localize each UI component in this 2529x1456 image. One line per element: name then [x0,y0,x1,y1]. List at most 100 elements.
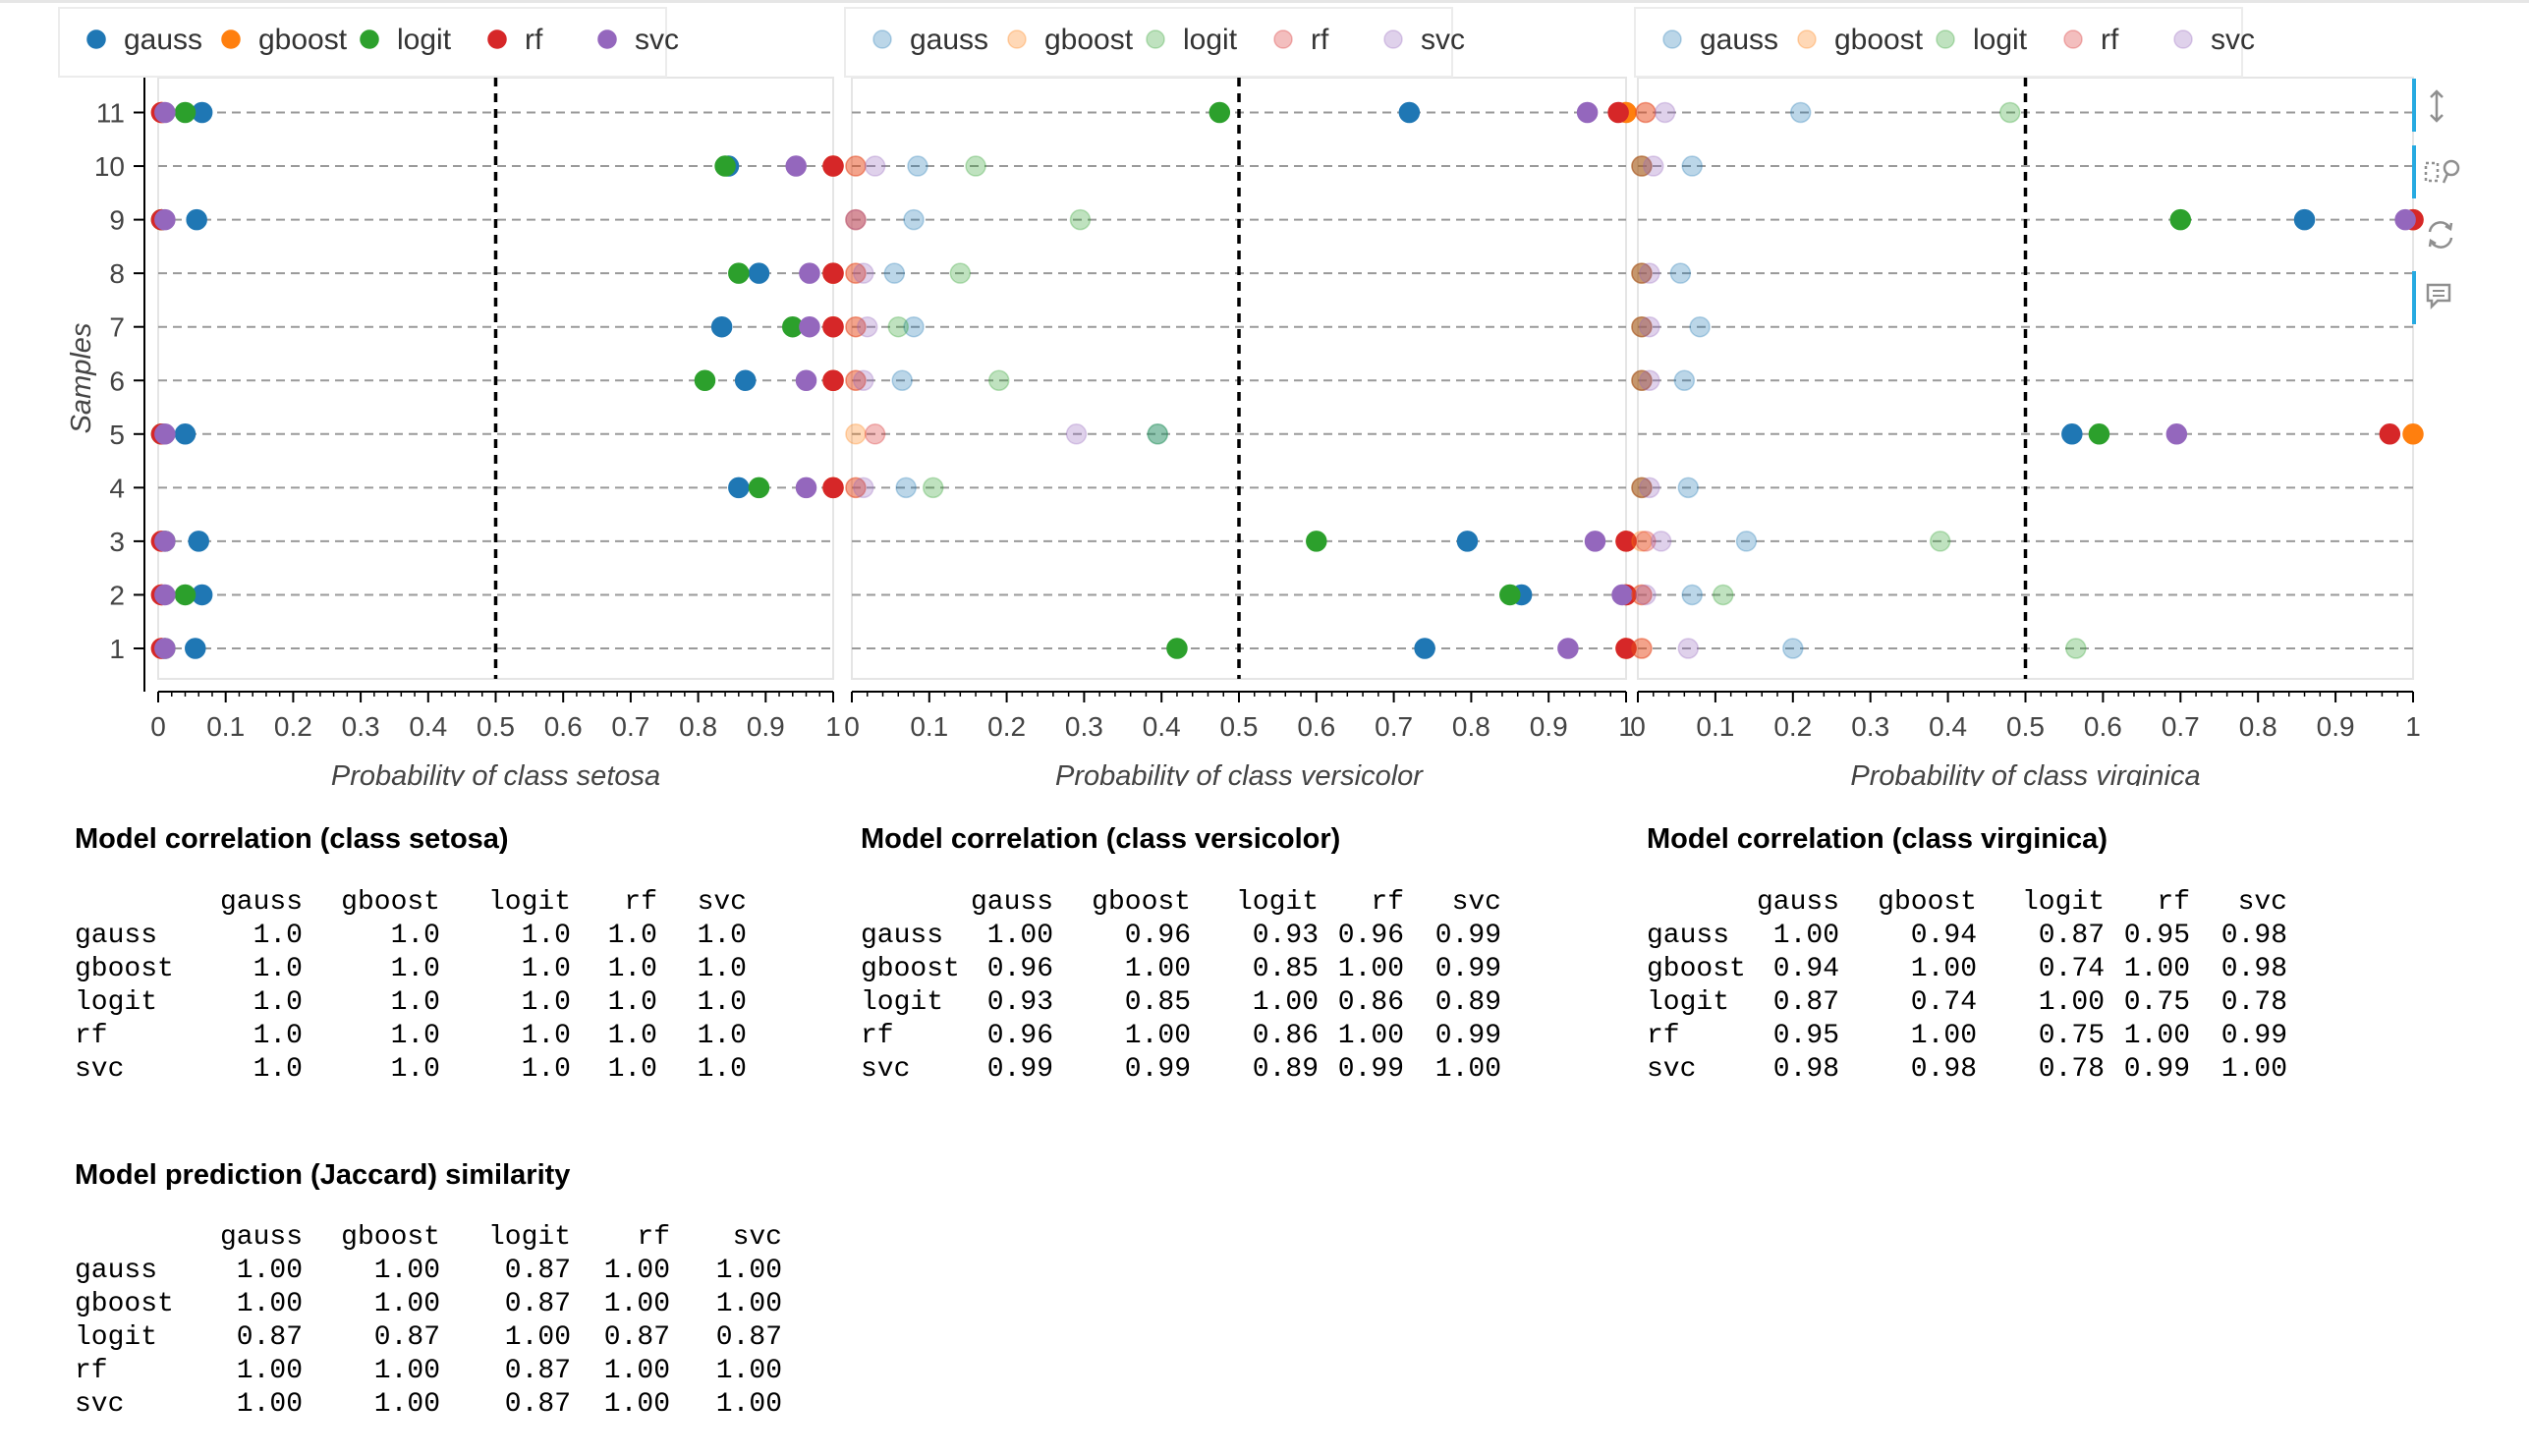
x-axis-label: Probability of class versicolor [1055,760,1424,786]
column-header: logit [2021,887,2105,918]
data-point-svc [1677,638,1700,659]
matrix-cell: 1.00 [1772,921,1839,951]
data-point-svc [2394,208,2416,231]
matrix-cell: 1.00 [2123,1021,2190,1051]
data-point-rf [822,476,844,499]
data-point-svc [154,584,176,606]
data-point-svc [1639,262,1660,284]
row-name: gboost [75,954,174,984]
data-point-svc [853,476,874,499]
data-point-logit [887,315,910,338]
matrix-cell: 0.99 [1434,1021,1501,1051]
matrix-cell: 1.00 [715,1356,782,1386]
x-tick-label: 0.2 [274,711,312,742]
legend-swatch-rf [2063,29,2083,49]
column-header: gboost [341,887,440,918]
legend-swatch-svc [2173,29,2193,49]
x-tick-label: 0.1 [910,711,948,742]
data-point-svc [845,208,867,231]
legend-label-gauss: gauss [1700,24,1778,56]
box-zoom-tool[interactable] [2412,145,2460,198]
data-point-rf [1635,531,1657,552]
x-tick-label: 0 [1630,711,1646,742]
data-point-logit [1998,101,2021,124]
matrix-row: gauss 1.00 0.94 0.87 0.95 0.98 [1647,920,2393,953]
data-point-gauss [1147,423,1169,445]
data-point-logit [2065,638,2087,659]
data-point-rf [845,369,867,391]
data-point-logit [1713,584,1734,606]
legend-swatch-gauss [872,29,892,49]
matrix-row: rf 0.96 1.00 0.86 1.00 0.99 [861,1020,1607,1053]
data-point-rf [822,315,844,338]
x-tick-label: 0.7 [1375,711,1413,742]
y-tick-label: 8 [109,258,125,289]
data-point-gboost [845,262,867,284]
data-point-gauss [1669,262,1692,284]
y-axis-label: Samples [66,323,97,434]
matrix-cell: 0.74 [2038,954,2105,984]
legend-swatch-logit [1936,29,1955,49]
legend-swatch-logit [1146,29,1165,49]
x-tick-label: 0 [150,711,166,742]
data-point-rf [2379,423,2401,445]
matrix-cell: 0.96 [986,1021,1053,1051]
matrix-row: gauss 1.00 0.96 0.93 0.96 0.99 [861,920,1607,953]
column-header: gboost [341,1222,440,1253]
data-point-gauss [174,423,197,445]
x-tick-label: 0.9 [2317,711,2355,742]
column-header: logit [487,887,571,918]
hover-tooltip-icon [2426,283,2451,310]
data-point-gboost [845,476,867,499]
matrix-cell: 1.00 [236,1356,303,1386]
matrix-cell: 1.00 [1124,954,1191,984]
row-name: gauss [75,921,158,951]
matrix-row: svc 1.0 1.0 1.0 1.0 1.0 [75,1053,821,1087]
data-point-svc [1557,638,1579,659]
data-point-gboost [845,155,867,177]
data-point-rf [864,423,886,445]
data-point-gboost [845,423,867,445]
x-tick-label: 0.5 [2006,711,2045,742]
reset-tool[interactable] [2412,208,2459,261]
legend-label-rf: rf [1311,24,1329,56]
matrix-row: rf 0.95 1.00 0.75 1.00 0.99 [1647,1020,2393,1053]
legend-swatch-gauss [86,29,106,49]
matrix-cell: 1.0 [697,987,747,1018]
matrix-cell: 1.00 [236,1289,303,1319]
matrix-cell: 1.00 [504,1322,571,1353]
row-name: svc [861,1054,911,1085]
matrix-cell: 1.0 [390,954,440,984]
matrix-cell: 1.00 [236,1389,303,1420]
column-header: rf [637,1222,670,1253]
data-point-logit [1208,101,1231,124]
box-zoom-icon [2424,159,2460,184]
legend-label-gboost: gboost [258,24,348,56]
ywheel-zoom-tool[interactable] [2412,79,2459,132]
data-point-svc [154,101,176,124]
column-header: svc [2237,887,2287,918]
matrix-cell: 0.98 [2220,954,2287,984]
y-tick-label: 5 [109,420,125,450]
matrix-row: gboost 0.96 1.00 0.85 1.00 0.99 [861,953,1607,986]
matrix-header-row: gauss gboost logit rf svc [861,886,1607,920]
data-point-rf [1631,155,1653,177]
matrix-cell: 0.93 [1252,921,1319,951]
matrix-cell: 1.0 [607,921,657,951]
matrix-cell: 0.86 [1337,987,1404,1018]
hover-tool[interactable] [2412,271,2459,324]
data-point-svc [1584,531,1606,552]
data-point-logit [965,155,986,177]
matrix-cell: 1.00 [715,1289,782,1319]
data-point-gboost [1631,369,1653,391]
data-point-rf [1635,101,1657,124]
data-point-rf [822,369,844,391]
legend-swatch-logit [360,29,379,49]
matrix-cell: 1.00 [373,1389,440,1420]
probability-panel-3: 0 0.1 0.2 0.3 0.4 0.5 0.6 0.7 0.8 0.9 1 Probability… [1630,7,2424,786]
data-point-gauss [907,155,928,177]
matrix-cell: 1.00 [2038,987,2105,1018]
data-point-gauss [1456,531,1479,552]
column-header: svc [697,887,747,918]
x-tick-label: 0.5 [1220,711,1259,742]
